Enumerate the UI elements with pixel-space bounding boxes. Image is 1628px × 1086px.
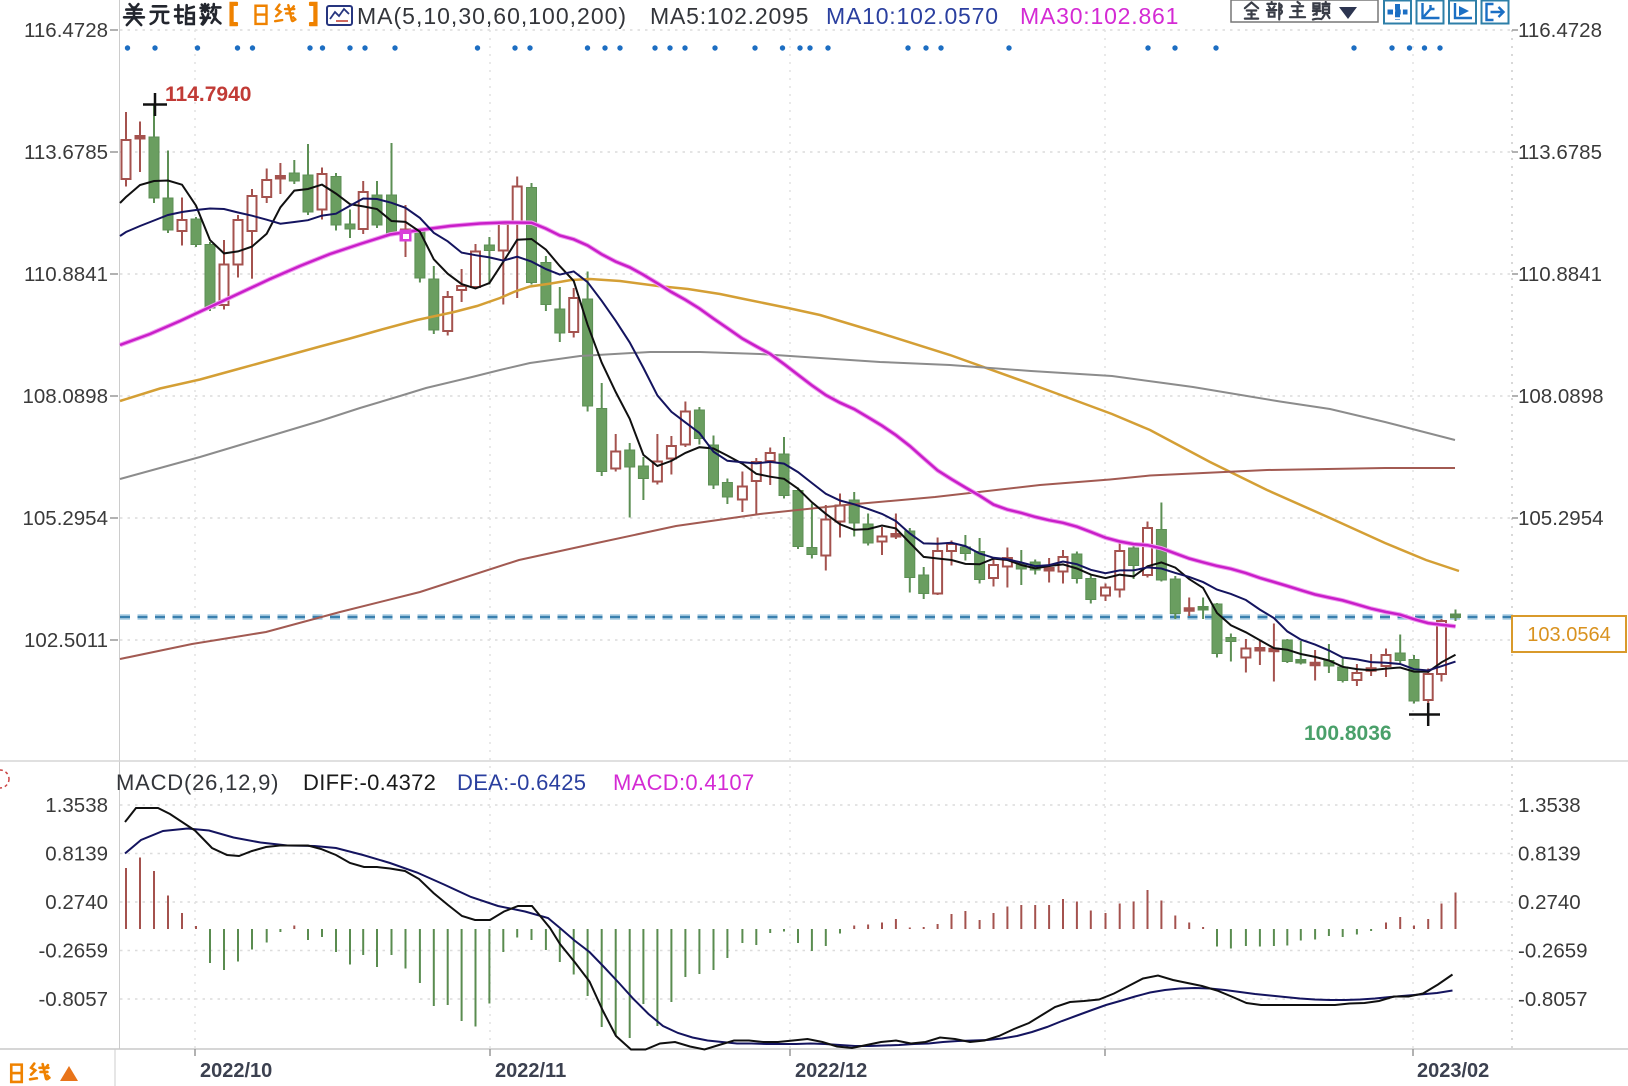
- svg-text:0.2740: 0.2740: [45, 891, 108, 914]
- svg-text:MA30:102.861: MA30:102.861: [1020, 3, 1179, 29]
- svg-text:MACD(26,12,9): MACD(26,12,9): [116, 770, 279, 795]
- svg-text:110.8841: 110.8841: [24, 263, 108, 286]
- svg-text:MA10:102.0570: MA10:102.0570: [826, 3, 999, 29]
- svg-text:2022/12: 2022/12: [795, 1060, 867, 1082]
- svg-text:-0.8057: -0.8057: [1518, 988, 1588, 1011]
- svg-text:110.8841: 110.8841: [1518, 263, 1602, 286]
- svg-text:2022/11: 2022/11: [495, 1060, 566, 1082]
- svg-text:2023/02: 2023/02: [1417, 1060, 1489, 1082]
- svg-text:MA5:102.2095: MA5:102.2095: [650, 3, 809, 29]
- svg-text:105.2954: 105.2954: [1518, 507, 1604, 530]
- svg-text:113.6785: 113.6785: [1518, 141, 1602, 164]
- svg-text:DIFF:-0.4372: DIFF:-0.4372: [303, 770, 436, 795]
- svg-text:113.6785: 113.6785: [24, 141, 108, 164]
- svg-text:MACD:0.4107: MACD:0.4107: [613, 770, 754, 795]
- svg-text:114.7940: 114.7940: [165, 83, 251, 106]
- svg-text:116.4728: 116.4728: [1518, 19, 1602, 42]
- svg-text:108.0898: 108.0898: [1518, 385, 1604, 408]
- svg-text:2022/10: 2022/10: [200, 1060, 272, 1082]
- svg-text:1.3538: 1.3538: [45, 794, 108, 817]
- svg-text:100.8036: 100.8036: [1304, 722, 1392, 745]
- svg-text:0.8139: 0.8139: [45, 843, 108, 866]
- svg-text:105.2954: 105.2954: [22, 507, 108, 530]
- svg-text:-0.8057: -0.8057: [38, 988, 108, 1011]
- svg-text:102.5011: 102.5011: [24, 629, 108, 652]
- svg-text:0.8139: 0.8139: [1518, 843, 1581, 866]
- svg-text:MA(5,10,30,60,100,200): MA(5,10,30,60,100,200): [357, 3, 627, 29]
- svg-text:-0.2659: -0.2659: [1518, 940, 1588, 963]
- svg-text:116.4728: 116.4728: [24, 19, 108, 42]
- svg-text:1.3538: 1.3538: [1518, 794, 1581, 817]
- svg-text:-0.2659: -0.2659: [38, 940, 108, 963]
- svg-text:0.2740: 0.2740: [1518, 891, 1581, 914]
- svg-text:103.0564: 103.0564: [1527, 624, 1610, 646]
- svg-text:108.0898: 108.0898: [22, 385, 108, 408]
- svg-text:DEA:-0.6425: DEA:-0.6425: [457, 770, 586, 795]
